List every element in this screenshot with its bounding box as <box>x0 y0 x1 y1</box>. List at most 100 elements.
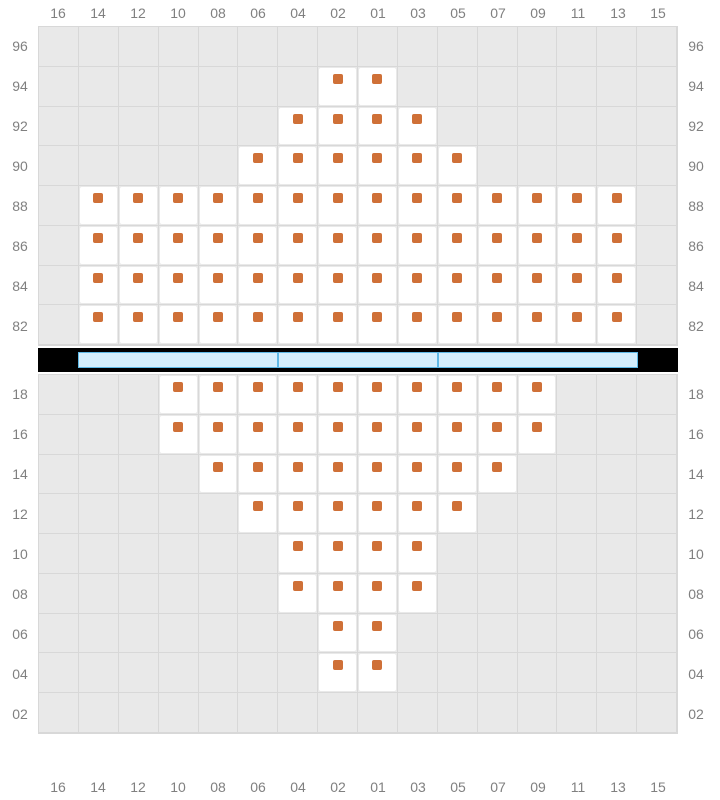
seat-block[interactable] <box>200 376 237 413</box>
seat-block[interactable] <box>519 376 556 413</box>
seat-block[interactable] <box>319 227 356 264</box>
seat-block[interactable] <box>359 615 396 652</box>
seat-block[interactable] <box>200 227 237 264</box>
seat-block[interactable] <box>519 187 556 224</box>
seat-block[interactable] <box>319 456 356 493</box>
seat-block[interactable] <box>439 416 476 453</box>
seat-block[interactable] <box>239 495 276 532</box>
seat-block[interactable] <box>479 267 516 304</box>
seat-block[interactable] <box>279 306 316 343</box>
seat-block[interactable] <box>359 147 396 184</box>
seat-block[interactable] <box>200 267 237 304</box>
seat-block[interactable] <box>519 416 556 453</box>
seat-block[interactable] <box>279 227 316 264</box>
seat-block[interactable] <box>479 187 516 224</box>
seat-block[interactable] <box>160 416 197 453</box>
seat-block[interactable] <box>160 267 197 304</box>
seat-block[interactable] <box>598 227 635 264</box>
seat-block[interactable] <box>359 416 396 453</box>
seat-block[interactable] <box>319 108 356 145</box>
seat-block[interactable] <box>279 376 316 413</box>
seat-block[interactable] <box>399 147 436 184</box>
seat-block[interactable] <box>239 187 276 224</box>
seat-block[interactable] <box>319 376 356 413</box>
seat-block[interactable] <box>239 147 276 184</box>
seat-block[interactable] <box>120 306 157 343</box>
seat-block[interactable] <box>598 187 635 224</box>
seat-block[interactable] <box>359 187 396 224</box>
seat-block[interactable] <box>239 306 276 343</box>
seat-block[interactable] <box>359 306 396 343</box>
seat-block[interactable] <box>200 456 237 493</box>
seat-block[interactable] <box>598 267 635 304</box>
seat-block[interactable] <box>319 147 356 184</box>
seat-block[interactable] <box>479 376 516 413</box>
seat-block[interactable] <box>279 187 316 224</box>
seat-block[interactable] <box>399 306 436 343</box>
seat-block[interactable] <box>359 376 396 413</box>
seat-block[interactable] <box>160 227 197 264</box>
seat-block[interactable] <box>200 416 237 453</box>
seat-block[interactable] <box>160 187 197 224</box>
seat-block[interactable] <box>319 306 356 343</box>
seat-block[interactable] <box>439 376 476 413</box>
seat-block[interactable] <box>200 306 237 343</box>
seat-block[interactable] <box>279 575 316 612</box>
seat-block[interactable] <box>399 495 436 532</box>
seat-block[interactable] <box>558 267 595 304</box>
seat-block[interactable] <box>120 267 157 304</box>
seat-block[interactable] <box>319 68 356 105</box>
seat-block[interactable] <box>120 227 157 264</box>
seat-block[interactable] <box>399 227 436 264</box>
seat-block[interactable] <box>359 575 396 612</box>
seat-block[interactable] <box>80 187 117 224</box>
seat-block[interactable] <box>359 535 396 572</box>
seat-block[interactable] <box>399 187 436 224</box>
seat-block[interactable] <box>319 654 356 691</box>
seat-block[interactable] <box>359 654 396 691</box>
seat-block[interactable] <box>279 267 316 304</box>
seat-block[interactable] <box>399 535 436 572</box>
seat-block[interactable] <box>80 227 117 264</box>
seat-block[interactable] <box>399 267 436 304</box>
seat-block[interactable] <box>359 267 396 304</box>
seat-block[interactable] <box>160 376 197 413</box>
seat-block[interactable] <box>200 187 237 224</box>
seat-block[interactable] <box>558 306 595 343</box>
seat-block[interactable] <box>279 147 316 184</box>
seat-block[interactable] <box>319 615 356 652</box>
seat-block[interactable] <box>519 267 556 304</box>
seat-block[interactable] <box>399 575 436 612</box>
seat-block[interactable] <box>359 108 396 145</box>
seat-block[interactable] <box>439 187 476 224</box>
seat-block[interactable] <box>399 376 436 413</box>
seat-block[interactable] <box>519 306 556 343</box>
seat-block[interactable] <box>239 416 276 453</box>
seat-block[interactable] <box>239 376 276 413</box>
seat-block[interactable] <box>279 456 316 493</box>
seat-block[interactable] <box>439 227 476 264</box>
seat-block[interactable] <box>319 267 356 304</box>
seat-block[interactable] <box>439 147 476 184</box>
seat-block[interactable] <box>359 68 396 105</box>
seat-block[interactable] <box>519 227 556 264</box>
seat-block[interactable] <box>279 495 316 532</box>
seat-block[interactable] <box>239 456 276 493</box>
seat-block[interactable] <box>239 267 276 304</box>
seat-block[interactable] <box>279 416 316 453</box>
seat-block[interactable] <box>359 456 396 493</box>
seat-block[interactable] <box>479 456 516 493</box>
seat-block[interactable] <box>319 187 356 224</box>
seat-block[interactable] <box>479 227 516 264</box>
seat-block[interactable] <box>279 535 316 572</box>
seat-block[interactable] <box>439 456 476 493</box>
seat-block[interactable] <box>319 575 356 612</box>
seat-block[interactable] <box>279 108 316 145</box>
seat-block[interactable] <box>439 306 476 343</box>
seat-block[interactable] <box>598 306 635 343</box>
seat-block[interactable] <box>558 187 595 224</box>
seat-block[interactable] <box>558 227 595 264</box>
seat-block[interactable] <box>439 495 476 532</box>
seat-block[interactable] <box>399 456 436 493</box>
seat-block[interactable] <box>239 227 276 264</box>
